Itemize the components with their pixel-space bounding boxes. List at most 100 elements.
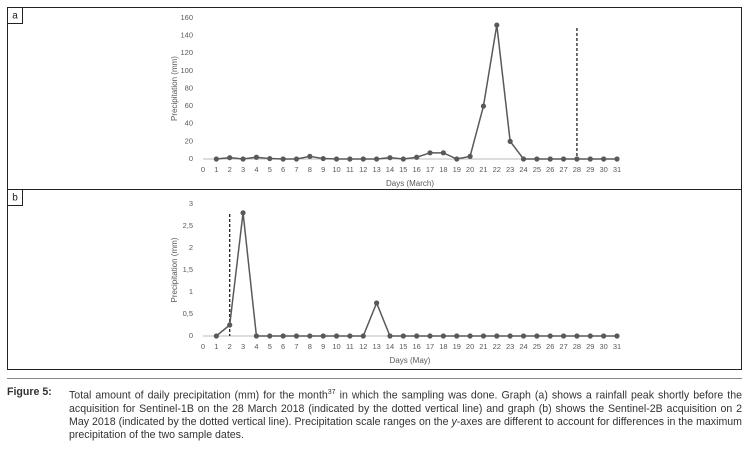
data-point <box>240 210 246 216</box>
x-tick-label: 13 <box>372 165 380 174</box>
x-tick-label: 22 <box>493 165 501 174</box>
data-point <box>227 322 233 328</box>
x-tick-label: 9 <box>321 165 325 174</box>
x-tick-label: 23 <box>506 342 514 351</box>
x-tick-label: 4 <box>254 342 258 351</box>
reference: 37 <box>327 389 336 396</box>
x-tick-label: 22 <box>493 342 501 351</box>
x-tick-label: 2 <box>228 165 232 174</box>
x-tick-label: 6 <box>281 342 285 351</box>
data-point <box>360 156 366 162</box>
data-point <box>414 333 420 339</box>
data-point <box>534 333 540 339</box>
panel-label: b <box>12 193 18 204</box>
x-tick-label: 14 <box>386 165 394 174</box>
x-tick-label: 24 <box>519 342 527 351</box>
data-point <box>307 333 313 339</box>
data-point <box>534 156 540 162</box>
x-tick-label: 11 <box>346 165 354 174</box>
y-tick-label: 1,5 <box>183 265 193 274</box>
data-point <box>333 333 340 339</box>
x-tick-label: 0 <box>201 342 205 351</box>
y-tick-label: 2 <box>189 243 193 252</box>
y-tick-label: 100 <box>180 66 193 75</box>
x-tick-label: 10 <box>332 342 340 351</box>
y-axis-title: Precipitation (mm) <box>170 237 179 302</box>
x-tick-label: 16 <box>413 342 421 351</box>
data-point <box>467 153 473 159</box>
data-point <box>427 150 433 156</box>
caption-text: -axes are different to account for diffe… <box>69 415 742 441</box>
caption: Figure 5: Total amount of daily precipit… <box>7 378 742 442</box>
data-point <box>480 333 487 339</box>
data-point <box>267 333 273 339</box>
x-tick-label: 11 <box>346 342 354 351</box>
y-tick-label: 120 <box>180 48 193 57</box>
data-point <box>347 156 353 162</box>
panel-tag <box>7 189 23 206</box>
data-point <box>320 155 326 162</box>
y-tick-label: 2,5 <box>183 221 193 230</box>
data-point <box>440 150 446 156</box>
y-tick-label: 1 <box>189 287 193 296</box>
x-tick-label: 5 <box>268 342 272 351</box>
data-point <box>454 156 460 162</box>
x-tick-label: 20 <box>466 342 474 351</box>
data-point <box>427 333 433 339</box>
caption-text: in which the sampling was done. Graph (a… <box>69 389 742 428</box>
y-tick-label: 0,5 <box>183 309 193 318</box>
x-tick-label: 31 <box>613 165 621 174</box>
data-point <box>374 300 380 306</box>
x-tick-label: 12 <box>359 165 367 174</box>
data-point <box>320 333 326 339</box>
data-point <box>480 103 487 109</box>
x-axis-title: Days (March) <box>386 179 434 188</box>
data-point <box>560 333 567 339</box>
data-point <box>547 333 553 339</box>
y-tick-label: 3 <box>189 199 193 208</box>
x-tick-label: 30 <box>599 165 607 174</box>
x-tick-label: 28 <box>573 165 581 174</box>
data-point <box>560 156 567 162</box>
y-tick-label: 0 <box>189 154 193 163</box>
caption-text: Total amount of daily precipitation (mm)… <box>69 386 742 442</box>
caption-text: y <box>451 415 457 428</box>
x-tick-label: 19 <box>453 342 461 351</box>
data-point <box>360 333 366 339</box>
x-tick-label: 28 <box>573 342 581 351</box>
data-point <box>293 156 300 162</box>
x-tick-label: 6 <box>281 165 285 174</box>
data-point <box>387 333 393 339</box>
x-tick-label: 27 <box>559 342 567 351</box>
x-tick-label: 4 <box>254 165 258 174</box>
data-point <box>494 22 500 28</box>
data-point <box>507 138 513 144</box>
data-point <box>280 156 286 162</box>
data-line <box>216 24 617 160</box>
data-point <box>507 333 513 339</box>
data-point <box>374 156 380 162</box>
data-point <box>587 156 593 162</box>
y-tick-label: 60 <box>185 101 193 110</box>
data-point <box>280 333 286 339</box>
x-tick-label: 9 <box>321 342 325 351</box>
y-tick-label: 0 <box>189 331 193 340</box>
x-tick-label: 23 <box>506 165 514 174</box>
data-point <box>227 155 233 161</box>
data-point <box>601 333 607 339</box>
panel-frame <box>7 189 742 370</box>
data-point <box>414 154 420 160</box>
data-point <box>307 153 313 159</box>
data-point <box>253 333 260 339</box>
data-point <box>440 333 446 339</box>
data-point <box>467 333 473 339</box>
x-tick-label: 24 <box>519 165 527 174</box>
data-point <box>587 333 593 339</box>
x-tick-label: 3 <box>241 165 245 174</box>
x-tick-label: 1 <box>214 342 218 351</box>
data-point <box>454 333 460 339</box>
data-point <box>614 156 620 162</box>
data-point <box>547 156 553 162</box>
x-tick-label: 17 <box>426 165 434 174</box>
x-tick-label: 17 <box>426 342 434 351</box>
